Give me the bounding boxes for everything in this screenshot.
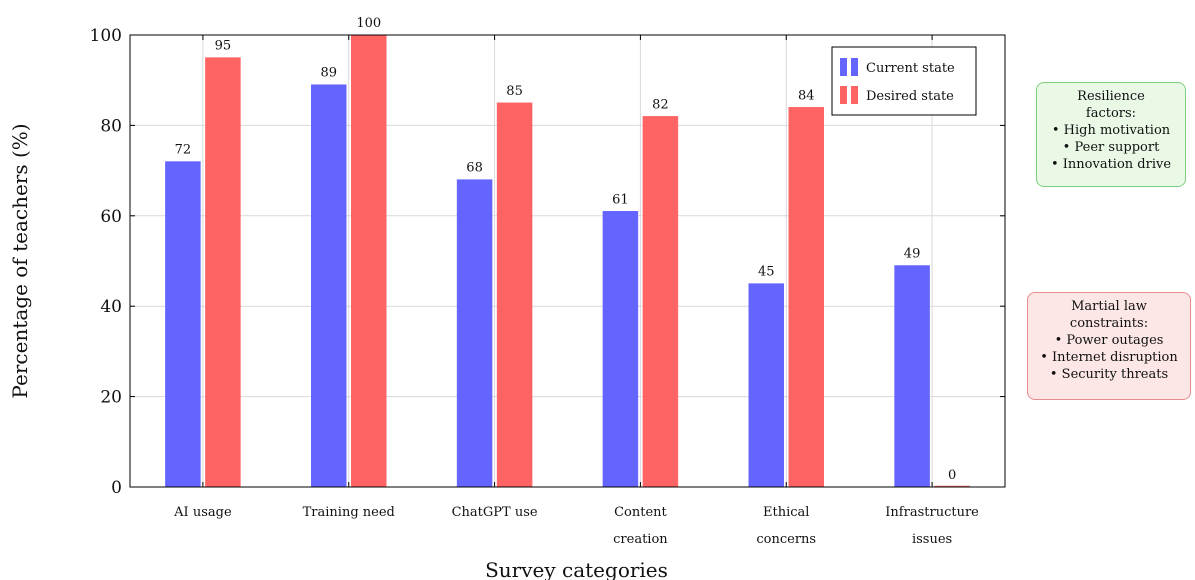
bar-current-state <box>748 283 784 488</box>
legend-swatch <box>840 58 847 76</box>
data-label: 89 <box>320 66 337 81</box>
y-tick-label: 100 <box>90 26 122 46</box>
data-label: 49 <box>904 247 921 262</box>
data-label: 45 <box>758 265 775 280</box>
bar-desired-state <box>205 57 241 488</box>
y-tick-label: 40 <box>100 297 122 317</box>
resilience-factors-note: Resilience factors: • High motivation • … <box>1036 82 1186 187</box>
y-tick-label: 60 <box>100 207 122 227</box>
bar-desired-state <box>788 107 824 488</box>
bar-current-state <box>602 211 639 488</box>
resilience-note-line: Resilience <box>1077 89 1145 104</box>
bar-current-state <box>894 265 930 488</box>
data-label: 68 <box>466 161 483 176</box>
constraints-note-line: • Security threats <box>1049 367 1169 382</box>
bar-desired-state <box>496 102 533 488</box>
bar-current-state <box>456 179 493 488</box>
bar-current-state <box>165 161 201 488</box>
legend-swatch <box>851 86 858 104</box>
x-category-label: Infrastructure <box>885 505 979 520</box>
legend-box <box>831 46 977 116</box>
constraints-note-line: • Power outages <box>1054 333 1164 348</box>
constraints-note-line: • Internet disruption <box>1040 350 1178 365</box>
data-label: 85 <box>506 84 523 99</box>
resilience-note-line: • High motivation <box>1051 123 1171 138</box>
bar-desired-state <box>642 116 679 488</box>
data-label: 100 <box>356 16 381 31</box>
resilience-note-line: factors: <box>1085 106 1137 121</box>
data-label: 84 <box>798 88 815 103</box>
legend-swatch <box>840 86 847 104</box>
data-label: 72 <box>175 143 192 158</box>
x-category-label: ChatGPT use <box>452 505 538 520</box>
bar-desired-state <box>351 34 387 488</box>
x-category-label: creation <box>613 532 668 547</box>
legend-label: Current state <box>866 61 955 76</box>
martial-law-constraints-note: Martial law constraints: • Power outages… <box>1027 292 1191 400</box>
legend-label: Desired state <box>866 89 954 104</box>
resilience-note-line: • Peer support <box>1062 140 1160 155</box>
y-tick-label: 80 <box>100 116 122 136</box>
constraints-note-line: Martial law <box>1071 299 1147 314</box>
x-category-label: AI usage <box>173 505 232 520</box>
plot-frame <box>129 34 1006 488</box>
y-axis-title: Percentage of teachers (%) <box>8 123 32 398</box>
data-label: 0 <box>948 468 956 483</box>
data-label: 82 <box>652 97 669 112</box>
y-tick-label: 0 <box>111 478 122 498</box>
resilience-note-line: • Innovation drive <box>1050 157 1172 172</box>
legend-swatch <box>851 58 858 76</box>
x-category-label: Ethical <box>763 505 809 520</box>
x-axis-title: Survey categories <box>485 558 668 580</box>
x-category-label: concerns <box>756 532 816 547</box>
x-category-label: issues <box>912 532 952 547</box>
x-category-label: Training need <box>303 505 395 520</box>
x-category-label: Content <box>614 505 667 520</box>
data-label: 61 <box>612 192 629 207</box>
data-label: 95 <box>215 39 232 54</box>
constraints-note-line: constraints: <box>1069 316 1149 331</box>
bar-current-state <box>311 84 347 488</box>
y-tick-label: 20 <box>100 388 122 408</box>
